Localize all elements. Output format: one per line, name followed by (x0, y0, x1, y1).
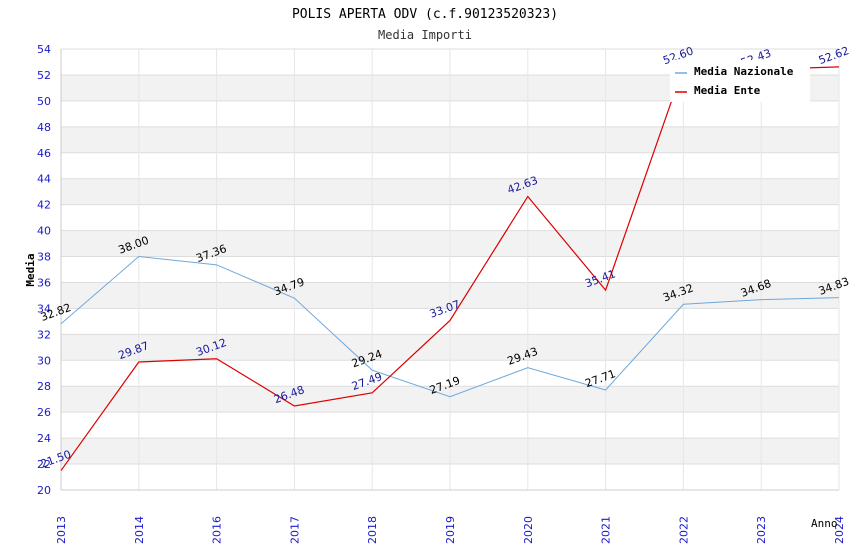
legend-box (670, 60, 810, 102)
y-tick-label: 48 (37, 121, 51, 134)
x-tick-label: 2016 (211, 516, 224, 544)
x-tick-label: 2020 (522, 516, 535, 544)
y-tick-label: 40 (37, 225, 51, 238)
x-tick-label: 2018 (366, 516, 379, 544)
y-tick-label: 46 (37, 147, 51, 160)
legend-label-media-ente: Media Ente (694, 84, 761, 97)
y-tick-label: 34 (37, 302, 51, 315)
y-tick-label: 50 (37, 95, 51, 108)
x-tick-label: 2024 (833, 516, 846, 544)
x-tick-label: 2013 (55, 516, 68, 544)
y-tick-label: 22 (37, 458, 51, 471)
chart-subtitle: Media Importi (378, 28, 472, 42)
y-tick-label: 36 (37, 276, 51, 289)
x-tick-label: 2017 (288, 516, 301, 544)
series-line-media-nazionale (60, 256, 840, 398)
y-tick-label: 38 (37, 251, 51, 264)
gridlines (60, 48, 840, 491)
y-tick-label: 24 (37, 432, 51, 445)
y-tick-label: 32 (37, 328, 51, 341)
y-tick-label: 52 (37, 69, 51, 82)
y-axis-label: Media (24, 253, 37, 286)
x-tick-label: 2021 (600, 516, 613, 544)
x-tick-label: 2022 (677, 516, 690, 544)
y-tick-label: 20 (37, 484, 51, 497)
y-tick-label: 30 (37, 354, 51, 367)
x-tick-label: 2014 (133, 516, 146, 544)
x-tick-label: 2019 (444, 516, 457, 544)
legend-label-media-nazionale: Media Nazionale (694, 65, 794, 78)
legend: Media Nazionale Media Ente (670, 60, 810, 102)
y-axis-ticks: 20 22 24 26 28 30 32 34 36 38 40 42 44 46 48 50 52 54 (37, 43, 51, 497)
y-tick-label: 26 (37, 406, 51, 419)
y-tick-label: 54 (37, 43, 51, 56)
x-tick-label: 2023 (755, 516, 768, 544)
y-tick-label: 28 (37, 380, 51, 393)
y-tick-label: 42 (37, 199, 51, 212)
x-axis-ticks: 2013 2014 2016 2017 2018 2019 2020 2021 2022 2023… (55, 516, 846, 544)
chart-title: POLIS APERTA ODV (c.f.90123520323) (292, 7, 558, 22)
x-axis-label: Anno (811, 517, 838, 530)
y-tick-label: 44 (37, 173, 51, 186)
